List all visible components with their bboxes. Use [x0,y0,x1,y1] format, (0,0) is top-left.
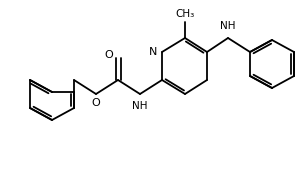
Text: CH₃: CH₃ [175,9,195,19]
Text: NH: NH [132,101,148,111]
Text: N: N [149,47,157,57]
Text: NH: NH [220,21,236,31]
Text: O: O [92,98,100,108]
Text: O: O [104,50,113,60]
